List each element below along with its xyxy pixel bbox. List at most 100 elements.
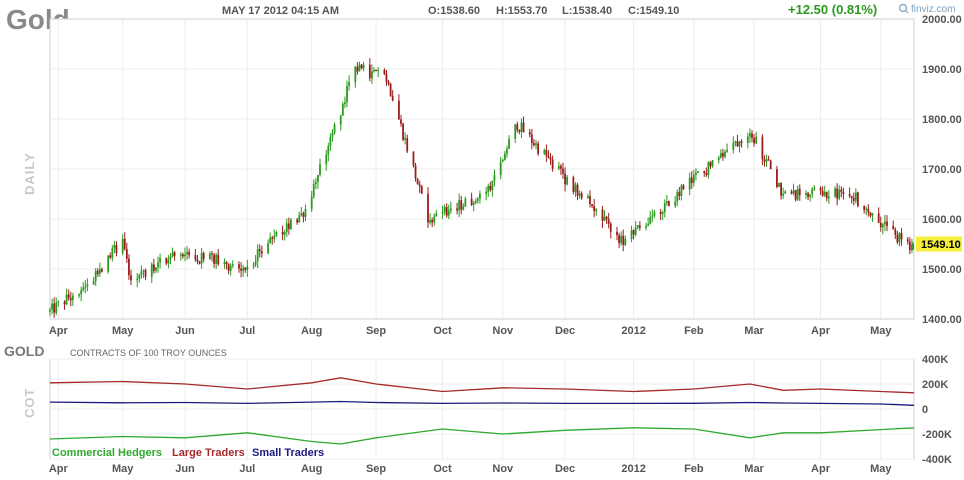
candle-body [607, 219, 610, 224]
candle-body [823, 191, 826, 196]
candle-body [765, 159, 768, 162]
cot-x-axis: Apr May Jun Jul Aug Sep Oct Nov Dec 2012 Feb Mar Apr… [49, 463, 893, 475]
candle-body [749, 133, 751, 137]
candle-body [535, 143, 537, 146]
candle-body [647, 223, 650, 226]
candle-body [414, 165, 417, 179]
candle-body [273, 236, 276, 239]
candle-body [194, 255, 197, 260]
candle-body [283, 231, 286, 235]
candle-body [794, 190, 797, 200]
candle-body [171, 252, 174, 257]
main-y-tick-label: 1600.00 [922, 214, 962, 226]
candle-body [894, 229, 897, 235]
candle-body [825, 191, 828, 199]
candle-body [811, 188, 814, 195]
main-y-tick-label: 1700.00 [922, 164, 962, 176]
candle-body [908, 241, 911, 251]
candle-body [80, 290, 83, 295]
main-x-tick-label: Jun [175, 325, 195, 337]
candle-body [474, 200, 477, 203]
candle-body [572, 177, 575, 192]
candle-body [659, 212, 662, 215]
candle-body [404, 138, 407, 140]
candle-body [225, 262, 228, 265]
candle-body [472, 202, 475, 205]
candle-body [373, 69, 375, 72]
candle-body [709, 162, 712, 167]
candle-body [256, 249, 259, 262]
cot-y-tick-label: 200K [922, 379, 948, 391]
candle-body [695, 172, 697, 176]
header-change: +12.50 (0.81%) [788, 2, 877, 17]
candle-body [545, 150, 548, 157]
brand-link[interactable]: finviz.com [911, 4, 955, 15]
candle-body [724, 151, 726, 157]
candle-body [267, 243, 269, 254]
candle-body [449, 208, 452, 211]
candle-body [371, 71, 373, 79]
candle-body [690, 177, 693, 183]
candle-body [464, 198, 467, 207]
candle-body [341, 104, 344, 116]
header-low: L:1538.40 [562, 5, 612, 17]
candle-body [476, 198, 479, 201]
candle-body [462, 206, 465, 210]
cot-x-tick-label: Feb [684, 463, 704, 475]
candle-body [499, 161, 502, 176]
candle-body [125, 249, 128, 259]
candle-body [821, 190, 824, 196]
candle-body [121, 238, 124, 254]
candle-body [547, 156, 550, 158]
cot-y-tick-label: 400K [922, 354, 948, 366]
candle-body [632, 230, 635, 235]
candle-body [165, 257, 168, 264]
cot-line-small-traders [49, 400, 915, 406]
candle-body [645, 225, 647, 228]
candle-body [460, 200, 463, 210]
candle-body [879, 222, 882, 228]
candle-body [551, 159, 554, 169]
candle-body [780, 182, 782, 196]
cot-x-tick-label: Mar [744, 463, 764, 475]
candle-body [576, 184, 579, 196]
main-x-tick-label: Jul [239, 325, 255, 337]
candle-body [368, 64, 371, 79]
candle-body [605, 216, 608, 220]
candle-body [223, 262, 226, 265]
cot-x-tick-label: Nov [492, 463, 514, 475]
main-y-tick-label: 1500.00 [922, 264, 962, 276]
main-plot [49, 18, 915, 320]
candle-body [836, 188, 839, 199]
candle-body [678, 192, 681, 196]
candle-body [312, 183, 315, 197]
candle-body [740, 141, 743, 143]
cot-x-tick-label: Apr [811, 463, 831, 475]
candle-body [252, 265, 255, 267]
cot-x-tick-label: Jun [175, 463, 195, 475]
candle-body [385, 74, 388, 82]
candle-body [387, 81, 390, 84]
candle-body [140, 271, 143, 275]
candle-body [798, 188, 801, 195]
last-price-label: 1549.10 [921, 239, 961, 251]
candle-body [537, 143, 539, 154]
candle-body [549, 157, 552, 160]
main-y-tick-label: 1800.00 [922, 114, 962, 126]
candle-body [784, 191, 787, 194]
candle-body [827, 196, 830, 199]
candle-body [722, 153, 724, 157]
header-close: C:1549.10 [628, 5, 679, 17]
candle-body [78, 294, 80, 296]
candle-body [196, 259, 199, 262]
finviz-logo-icon[interactable] [898, 3, 909, 14]
cot-plot [49, 358, 915, 460]
candle-body [634, 227, 637, 235]
candle-body [296, 219, 299, 223]
candle-body [530, 134, 533, 143]
candle-body [458, 200, 461, 211]
daily-side-label: DAILY [22, 152, 37, 195]
candle-body [892, 225, 895, 230]
candle-body [302, 213, 305, 217]
candle-body [101, 269, 103, 272]
